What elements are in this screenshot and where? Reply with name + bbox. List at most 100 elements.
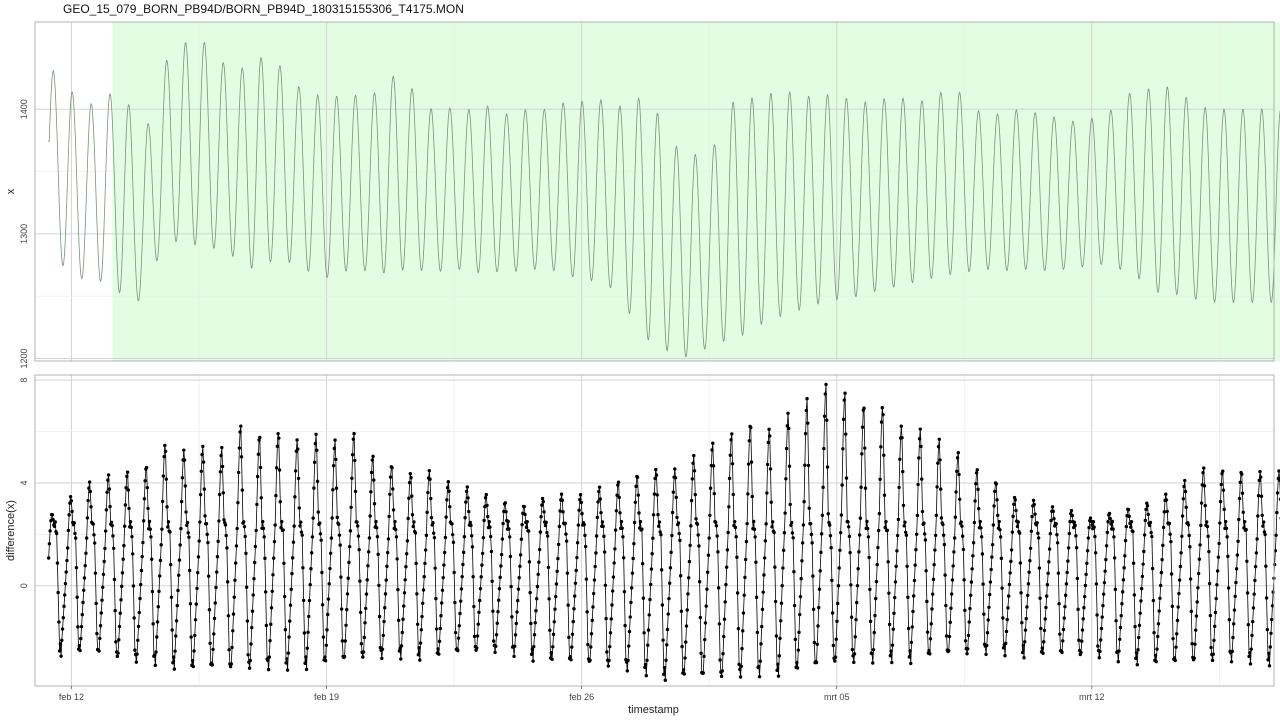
data-point [695, 522, 700, 526]
data-point [1253, 578, 1257, 583]
data-point [661, 638, 665, 642]
data-point [340, 639, 345, 643]
data-point [437, 639, 442, 644]
data-point [1154, 659, 1158, 664]
data-point [1085, 561, 1089, 566]
data-point [784, 477, 788, 481]
data-point [410, 494, 414, 498]
data-point [626, 658, 630, 663]
data-point [611, 575, 616, 579]
data-point [319, 538, 323, 542]
data-point [1118, 625, 1123, 630]
data-point [161, 474, 166, 478]
data-point [1069, 508, 1074, 513]
data-point [568, 654, 573, 659]
data-point [1033, 512, 1037, 516]
data-point [1184, 505, 1188, 510]
data-point [459, 587, 464, 591]
data-point [251, 593, 255, 597]
data-point [1080, 628, 1085, 632]
data-point [1039, 626, 1043, 631]
data-point [1055, 533, 1059, 537]
data-point [815, 642, 819, 646]
data-point [627, 644, 631, 648]
data-point [570, 645, 574, 649]
data-point [497, 587, 502, 591]
data-point [814, 660, 819, 665]
data-point [1217, 541, 1221, 546]
data-point [105, 490, 109, 494]
data-point [53, 520, 57, 524]
data-point [216, 539, 220, 544]
data-point [855, 600, 859, 605]
y-tick-label: 1300 [19, 224, 29, 244]
data-point [131, 584, 136, 588]
data-point [332, 446, 337, 451]
data-point [1145, 504, 1150, 508]
data-point [72, 521, 76, 525]
data-point [485, 503, 489, 508]
data-point [415, 592, 419, 596]
data-point [540, 503, 544, 507]
data-point [627, 629, 632, 634]
data-point [929, 622, 933, 626]
data-point [656, 512, 660, 517]
data-point [368, 514, 372, 518]
data-point [1086, 536, 1091, 540]
data-point [786, 411, 790, 415]
data-point [1112, 556, 1117, 560]
data-point [691, 461, 695, 466]
data-point [776, 662, 780, 666]
data-point [640, 562, 645, 566]
data-point [223, 523, 228, 527]
data-point [347, 544, 352, 549]
data-point [555, 569, 559, 574]
data-point [960, 534, 965, 538]
data-point [758, 659, 762, 663]
x-tick-label: feb 19 [314, 692, 339, 702]
data-point [158, 558, 163, 563]
data-point [399, 657, 403, 661]
data-point [912, 594, 916, 598]
data-point [988, 580, 993, 584]
data-point [990, 555, 994, 559]
data-point [566, 603, 570, 607]
x-tick-label: mrt 05 [824, 692, 850, 702]
data-point [302, 631, 307, 635]
data-point [1261, 520, 1266, 524]
data-point [309, 551, 314, 555]
data-point [541, 499, 545, 504]
data-point [1100, 615, 1104, 619]
data-point [388, 492, 392, 496]
data-point [1186, 523, 1191, 527]
top-y-axis-title: x [5, 188, 17, 194]
data-point [244, 585, 249, 589]
data-point [125, 470, 130, 474]
data-point [424, 533, 429, 538]
data-point [1258, 469, 1262, 474]
data-point [616, 483, 620, 487]
data-point [60, 627, 65, 631]
x-tick-label: mrt 12 [1079, 692, 1105, 702]
data-point [979, 535, 984, 539]
data-point [646, 628, 651, 632]
data-point [1076, 607, 1080, 612]
data-point [689, 498, 694, 503]
data-point [270, 589, 274, 593]
data-point [142, 497, 147, 501]
data-point [857, 550, 861, 554]
data-point [184, 510, 188, 514]
data-point [278, 500, 282, 504]
data-point [300, 533, 304, 537]
data-point [207, 608, 212, 612]
data-point [120, 584, 124, 589]
data-point [969, 593, 973, 598]
data-point [187, 568, 192, 573]
data-point [429, 515, 434, 520]
data-point [259, 496, 263, 500]
data-point [741, 611, 746, 615]
data-point [958, 497, 962, 501]
data-point [824, 382, 828, 387]
data-point [483, 496, 488, 500]
data-point [907, 655, 912, 659]
